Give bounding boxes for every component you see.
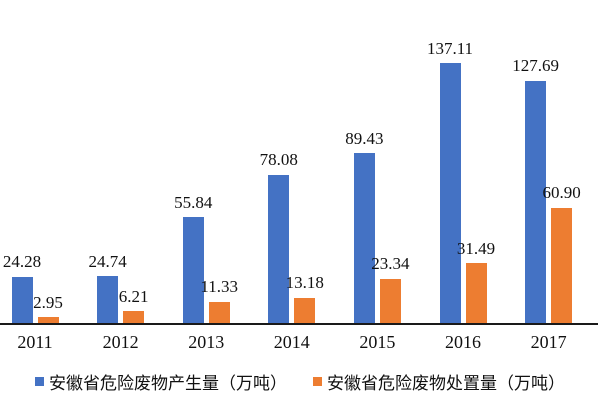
bar-disposal-2017	[551, 207, 573, 323]
bar-production-2013	[182, 217, 204, 323]
bar-disposal-2011	[37, 317, 59, 323]
bar-production-2011	[11, 276, 33, 323]
bar-production-2015	[353, 153, 375, 323]
data-label-production-2016: 137.11	[426, 38, 474, 58]
bar-group-2015: 89.43 23.34 2015	[345, 0, 409, 352]
data-label-production-2014: 78.08	[259, 150, 298, 170]
data-label-disposal-2016: 31.49	[456, 238, 496, 258]
bar-group-2017: 127.69 60.90 2017	[512, 0, 581, 352]
bar-production-2014	[268, 174, 290, 323]
bar-group-2012: 24.74 6.21 2012	[88, 0, 148, 352]
data-label-production-2011: 24.28	[2, 252, 42, 272]
legend-label-production: 安徽省危险废物产生量（万吨）	[49, 373, 287, 393]
data-label-disposal-2011: 2.95	[33, 292, 63, 312]
x-axis-tick-2013: 2013	[188, 332, 225, 352]
data-label-production-2013: 55.84	[174, 192, 213, 212]
legend: 安徽省危险废物产生量（万吨） 安徽省危险废物处置量（万吨）	[0, 366, 600, 396]
legend-item-production: 安徽省危险废物产生量（万吨）	[35, 369, 287, 394]
bar-group-2014: 78.08 13.18 2014	[260, 0, 324, 352]
x-axis-tick-2012: 2012	[102, 332, 139, 352]
x-axis-tick-2015: 2015	[359, 332, 396, 352]
bar-group-2013: 55.84 11.33 2013	[174, 0, 238, 352]
x-axis-tick-2017: 2017	[530, 332, 567, 352]
data-label-disposal-2015: 23.34	[371, 254, 410, 274]
bar-disposal-2016	[465, 263, 487, 323]
bar-production-2012	[97, 276, 119, 323]
legend-swatch-production-icon	[35, 376, 44, 386]
bar-group-2016: 137.11 31.49 2016	[427, 0, 495, 353]
bar-disposal-2014	[294, 298, 316, 323]
legend-label-disposal: 安徽省危险废物处置量（万吨）	[327, 373, 565, 393]
plot-area: 24.28 2.95 2011 24.74 6.21 2012 55.84 11.33 2013…	[0, 0, 598, 353]
data-label-disposal-2012: 6.21	[118, 286, 149, 306]
bar-disposal-2012	[123, 311, 145, 323]
data-label-disposal-2017: 60.90	[542, 183, 581, 202]
bar-disposal-2015	[379, 278, 401, 323]
bar-production-2017	[525, 80, 547, 323]
data-label-production-2012: 24.74	[88, 251, 127, 271]
legend-swatch-disposal-icon	[313, 376, 322, 386]
bar-production-2016	[439, 63, 461, 323]
x-axis-tick-2011: 2011	[17, 332, 53, 352]
data-label-disposal-2013: 11.33	[200, 276, 238, 296]
data-label-production-2015: 89.43	[345, 128, 384, 148]
x-axis-line	[0, 323, 598, 325]
bar-group-2011: 24.28 2.95 2011	[3, 0, 63, 352]
bar-disposal-2013	[208, 301, 230, 323]
data-label-production-2017: 127.69	[512, 56, 559, 76]
x-axis-tick-2014: 2014	[273, 332, 310, 352]
x-axis-tick-2016: 2016	[445, 332, 481, 352]
data-label-disposal-2014: 13.18	[285, 273, 324, 293]
legend-item-disposal: 安徽省危险废物处置量（万吨）	[313, 369, 565, 394]
